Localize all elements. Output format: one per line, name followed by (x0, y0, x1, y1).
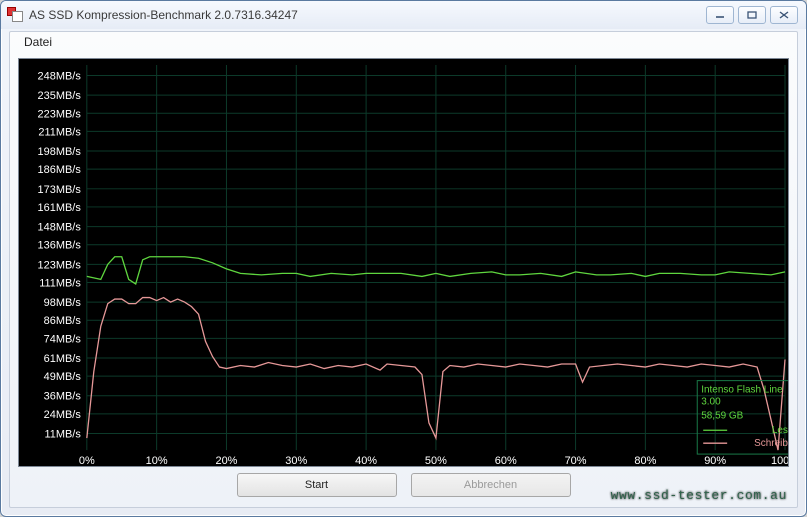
svg-text:30%: 30% (285, 455, 307, 466)
svg-text:11MB/s: 11MB/s (44, 428, 81, 440)
app-icon (7, 7, 23, 23)
svg-text:58,59 GB: 58,59 GB (701, 410, 743, 421)
svg-text:173MB/s: 173MB/s (38, 184, 82, 196)
svg-text:248MB/s: 248MB/s (38, 71, 82, 83)
minimize-button[interactable] (706, 6, 734, 24)
close-icon (779, 11, 789, 19)
svg-text:49MB/s: 49MB/s (44, 371, 82, 383)
chart-area: 11MB/s 24MB/s 36MB/s 49MB/s 61MB/s 74MB/s 86MB… (18, 58, 789, 467)
svg-text:24MB/s: 24MB/s (44, 409, 82, 421)
svg-text:223MB/s: 223MB/s (38, 108, 82, 120)
minimize-icon (715, 11, 725, 19)
svg-text:86MB/s: 86MB/s (44, 315, 82, 327)
svg-text:3.00: 3.00 (701, 396, 721, 407)
svg-text:80%: 80% (634, 455, 656, 466)
menubar: Datei (10, 32, 797, 54)
svg-text:198MB/s: 198MB/s (38, 146, 82, 158)
window-controls (706, 6, 798, 24)
svg-text:Lesen: Lesen (772, 425, 788, 436)
svg-text:Schreiben: Schreiben (754, 438, 788, 449)
close-button[interactable] (770, 6, 798, 24)
compression-chart: 11MB/s 24MB/s 36MB/s 49MB/s 61MB/s 74MB/s 86MB… (19, 59, 788, 466)
svg-text:211MB/s: 211MB/s (38, 126, 81, 138)
svg-text:235MB/s: 235MB/s (38, 90, 82, 102)
menu-file[interactable]: Datei (18, 33, 58, 51)
window-title: AS SSD Kompression-Benchmark 2.0.7316.34… (29, 8, 706, 22)
svg-text:186MB/s: 186MB/s (38, 164, 82, 176)
svg-text:161MB/s: 161MB/s (38, 202, 82, 214)
client-area: Datei 11MB/s 24MB/s 36MB/s 49MB/s 61MB/s 74MB… (9, 31, 798, 508)
svg-text:111MB/s: 111MB/s (39, 277, 81, 289)
start-button[interactable]: Start (237, 473, 397, 497)
svg-text:61MB/s: 61MB/s (44, 353, 82, 365)
svg-text:100%: 100% (771, 455, 788, 466)
abort-button[interactable]: Abbrechen (411, 473, 571, 497)
svg-text:36MB/s: 36MB/s (44, 391, 82, 403)
button-row: Start Abbrechen (10, 473, 797, 499)
maximize-button[interactable] (738, 6, 766, 24)
svg-text:123MB/s: 123MB/s (38, 259, 82, 271)
svg-text:74MB/s: 74MB/s (44, 333, 82, 345)
titlebar[interactable]: AS SSD Kompression-Benchmark 2.0.7316.34… (1, 1, 806, 29)
svg-text:50%: 50% (425, 455, 447, 466)
svg-text:20%: 20% (215, 455, 237, 466)
svg-text:40%: 40% (355, 455, 377, 466)
svg-text:10%: 10% (146, 455, 168, 466)
svg-text:90%: 90% (704, 455, 726, 466)
maximize-icon (747, 11, 757, 19)
svg-text:98MB/s: 98MB/s (44, 297, 82, 309)
app-window: AS SSD Kompression-Benchmark 2.0.7316.34… (0, 0, 807, 517)
svg-text:136MB/s: 136MB/s (38, 240, 82, 252)
svg-text:60%: 60% (495, 455, 517, 466)
svg-text:Intenso Flash Line: Intenso Flash Line (701, 385, 783, 396)
svg-text:148MB/s: 148MB/s (38, 222, 82, 234)
svg-text:70%: 70% (565, 455, 587, 466)
svg-text:0%: 0% (79, 455, 95, 466)
